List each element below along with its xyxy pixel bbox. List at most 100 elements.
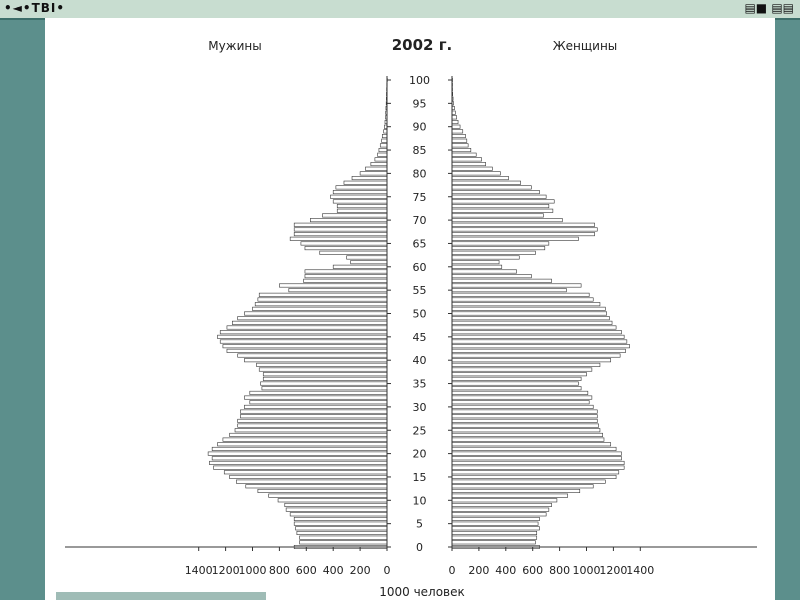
male-bar-age-15: [229, 474, 388, 479]
y-tick-label: 65: [413, 237, 427, 250]
female-bar-age-4: [451, 526, 540, 531]
female-bar-age-89: [451, 129, 464, 134]
male-bar-age-35: [260, 381, 388, 386]
female-bar-age-23: [451, 437, 605, 442]
female-bar-age-50: [451, 311, 607, 316]
male-bar-age-72: [336, 208, 388, 213]
female-bar-age-85: [451, 148, 472, 153]
male-bar-age-76: [332, 190, 388, 195]
female-bar-age-76: [451, 190, 540, 195]
male-bar-age-22: [217, 442, 388, 447]
male-bar-age-6: [293, 516, 388, 521]
right-x-tick-label: 400: [495, 564, 516, 577]
female-bar-age-77: [451, 185, 532, 190]
female-bar-age-87: [451, 138, 468, 143]
female-bar-age-70: [451, 218, 563, 223]
y-tick-label: 95: [413, 97, 427, 110]
female-bar-age-1: [451, 540, 536, 545]
y-tick-label: 85: [413, 144, 427, 157]
female-bar-age-68: [451, 227, 598, 232]
male-bar-age-70: [310, 218, 388, 223]
male-bar-age-88: [381, 134, 388, 139]
male-bar-age-12: [257, 488, 388, 493]
male-bar-age-20: [207, 451, 388, 456]
female-bar-age-80: [451, 171, 501, 176]
female-bar-age-42: [451, 348, 626, 353]
male-bar-age-77: [335, 185, 388, 190]
female-bar-age-55: [451, 288, 567, 293]
left-x-tick-label: 200: [350, 564, 371, 577]
male-bar-age-44: [219, 339, 388, 344]
female-bar-age-71: [451, 213, 544, 218]
male-bar-age-14: [236, 479, 388, 484]
male-bar-age-63: [319, 250, 388, 255]
female-bar-age-90: [451, 124, 461, 129]
y-tick-label: 80: [413, 167, 427, 180]
female-bar-age-27: [451, 418, 598, 423]
female-bar-age-33: [451, 390, 589, 395]
female-bar-age-69: [451, 222, 595, 227]
male-bar-age-86: [379, 143, 388, 148]
y-tick-label: 20: [413, 448, 427, 461]
left-x-tick-label: 1400: [185, 564, 213, 577]
y-tick-label: 25: [413, 424, 427, 437]
male-bar-age-52: [254, 302, 388, 307]
female-bar-age-45: [451, 334, 625, 339]
male-bar-age-43: [222, 344, 388, 349]
chart-title: 2002 г.: [392, 36, 453, 54]
female-bar-age-22: [451, 442, 612, 447]
y-tick-label: 75: [413, 191, 427, 204]
male-bar-age-62: [346, 255, 388, 260]
female-bar-age-60: [451, 264, 503, 269]
male-bar-age-42: [226, 348, 388, 353]
female-bar-age-14: [451, 479, 606, 484]
male-bar-age-8: [285, 507, 388, 512]
female-bar-age-37: [451, 372, 587, 377]
title-bar-right-controls[interactable]: ▤■ ▤▤: [744, 1, 794, 15]
male-bar-age-73: [336, 204, 388, 209]
female-bar-age-41: [451, 353, 621, 358]
right-x-tick-label: 200: [468, 564, 489, 577]
male-bar-age-69: [293, 222, 388, 227]
female-bar-age-63: [451, 250, 536, 255]
male-bar-age-59: [304, 269, 388, 274]
male-bar-age-13: [245, 484, 388, 489]
male-bar-age-68: [293, 227, 388, 232]
slide-panel: 2002 г. Мужины Женщины 1000 человек 1400…: [45, 18, 775, 600]
female-bar-age-61: [451, 260, 500, 265]
window-title-bar: •◄•TBI• ▤■ ▤▤: [0, 0, 800, 20]
female-bar-age-48: [451, 320, 613, 325]
male-bar-age-81: [365, 166, 388, 171]
female-bar-age-73: [451, 204, 550, 209]
female-bar-age-93: [451, 110, 456, 115]
male-bar-age-23: [222, 437, 388, 442]
male-bar-age-5: [293, 521, 388, 526]
male-bar-age-83: [374, 157, 388, 162]
male-bar-age-75: [330, 194, 388, 199]
female-bar-age-56: [451, 283, 582, 288]
male-bar-age-9: [284, 502, 388, 507]
left-x-tick-label: 400: [323, 564, 344, 577]
female-bar-age-25: [451, 428, 601, 433]
female-bars: [451, 77, 630, 549]
title-bar-left-controls[interactable]: •◄•TBI•: [4, 1, 66, 15]
male-bar-age-46: [219, 330, 388, 335]
male-bar-age-65: [300, 241, 388, 246]
female-bar-age-13: [451, 484, 594, 489]
female-bar-age-8: [451, 507, 550, 512]
male-bar-age-17: [213, 465, 388, 470]
male-bar-age-82: [370, 162, 388, 167]
male-bar-age-26: [237, 423, 388, 428]
y-tick-label: 35: [413, 378, 427, 391]
male-bar-age-58: [304, 274, 388, 279]
female-bar-age-44: [451, 339, 628, 344]
male-bar-age-51: [252, 306, 388, 311]
male-bar-age-1: [299, 540, 388, 545]
female-bar-age-64: [451, 246, 546, 251]
female-bar-age-66: [451, 236, 579, 241]
male-bar-age-25: [234, 428, 388, 433]
female-bar-age-31: [451, 400, 590, 405]
female-bar-age-40: [451, 358, 612, 363]
male-bar-age-33: [249, 390, 388, 395]
male-bar-age-37: [262, 372, 388, 377]
